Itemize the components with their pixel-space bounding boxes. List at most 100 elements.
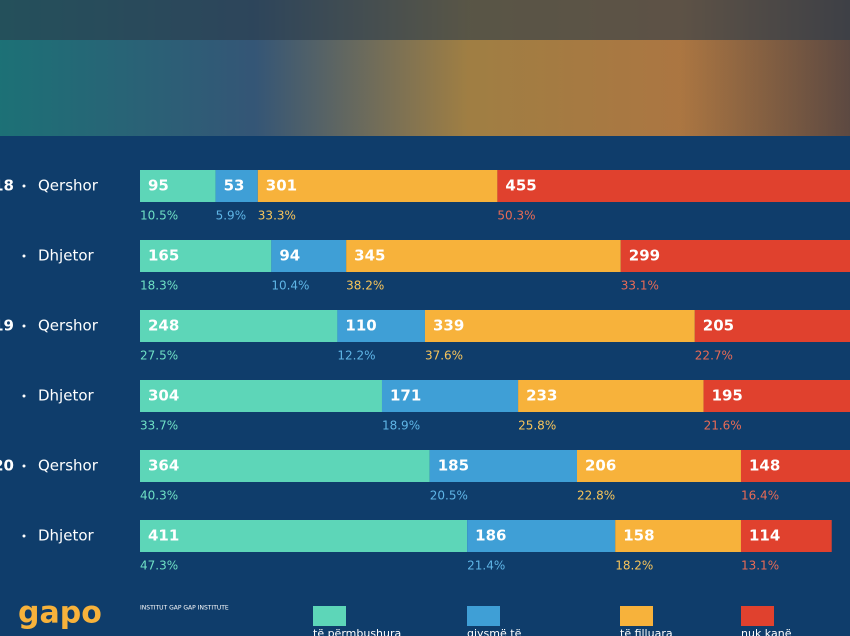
value-label: 205 xyxy=(703,317,734,335)
percent-label: 33.7% xyxy=(140,419,178,433)
row-label: Qershor xyxy=(38,317,99,335)
percent-label: 10.5% xyxy=(140,209,178,223)
value-label: 364 xyxy=(148,457,179,475)
bar-segment xyxy=(381,380,519,412)
value-label: 110 xyxy=(345,317,376,335)
value-label: 299 xyxy=(629,247,660,265)
value-label: 148 xyxy=(749,457,780,475)
legend-swatch xyxy=(313,606,346,626)
bar-segment xyxy=(140,520,468,552)
bar-segment xyxy=(620,240,850,272)
value-label: 158 xyxy=(623,527,654,545)
row-dot xyxy=(22,184,26,188)
legend-label: të përmbushura xyxy=(313,627,401,636)
percent-label: 38.2% xyxy=(346,279,384,293)
percent-label: 40.3% xyxy=(140,489,178,503)
value-label: 411 xyxy=(148,527,179,545)
bar-segment xyxy=(140,380,382,412)
value-label: 165 xyxy=(148,247,179,265)
year-label: 20 xyxy=(0,457,14,475)
value-label: 248 xyxy=(148,317,179,335)
row-label: Qershor xyxy=(38,457,99,475)
bar-segment xyxy=(497,170,850,202)
row-dot xyxy=(22,464,26,468)
percent-label: 20.5% xyxy=(430,489,468,503)
value-label: 53 xyxy=(224,177,245,195)
percent-label: 5.9% xyxy=(216,209,247,223)
value-label: 114 xyxy=(749,527,780,545)
logo: gapo xyxy=(18,596,102,631)
value-label: 345 xyxy=(354,247,385,265)
value-label: 195 xyxy=(712,387,743,405)
percent-label: 50.3% xyxy=(497,209,535,223)
row-label: Dhjetor xyxy=(38,247,95,265)
bar-segment xyxy=(140,450,430,482)
value-label: 185 xyxy=(438,457,469,475)
bar-segment xyxy=(615,520,741,552)
row-dot xyxy=(22,324,26,328)
percent-label: 27.5% xyxy=(140,349,178,363)
percent-label: 22.7% xyxy=(695,349,733,363)
percent-label: 10.4% xyxy=(271,279,309,293)
bar-segment xyxy=(577,450,741,482)
percent-label: 22.8% xyxy=(577,489,615,503)
percent-label: 33.1% xyxy=(621,279,659,293)
bar-segment xyxy=(703,380,850,412)
row-dot xyxy=(22,534,26,538)
year-label: 19 xyxy=(0,317,14,335)
percent-label: 16.4% xyxy=(741,489,779,503)
legend-swatch xyxy=(741,606,774,626)
bar-segment xyxy=(337,310,425,342)
value-label: 186 xyxy=(475,527,506,545)
value-label: 301 xyxy=(266,177,297,195)
bar-segment xyxy=(429,450,578,482)
value-label: 94 xyxy=(279,247,300,265)
legend-label: nuk kanë xyxy=(741,627,792,636)
legend-label: të filluara xyxy=(620,627,673,636)
year-label: 18 xyxy=(0,177,14,195)
legend-swatch xyxy=(467,606,500,626)
logo-note: INSTITUT GAP GAP INSTITUTE xyxy=(140,605,229,612)
percent-label: 12.2% xyxy=(337,349,375,363)
bar-segment xyxy=(215,170,258,202)
legend-label: gjysmë të xyxy=(467,627,522,636)
row-dot xyxy=(22,394,26,398)
value-label: 339 xyxy=(433,317,464,335)
percent-label: 37.6% xyxy=(425,349,463,363)
row-dot xyxy=(22,254,26,258)
bar-segment xyxy=(140,240,272,272)
percent-label: 13.1% xyxy=(741,559,779,573)
value-label: 304 xyxy=(148,387,179,405)
bar-segment xyxy=(694,310,850,342)
percent-label: 47.3% xyxy=(140,559,178,573)
row-label: Dhjetor xyxy=(38,527,95,545)
bar-segment xyxy=(140,170,216,202)
row-label: Dhjetor xyxy=(38,387,95,405)
percent-label: 33.3% xyxy=(258,209,296,223)
value-label: 171 xyxy=(390,387,421,405)
bar-segment xyxy=(271,240,347,272)
percent-label: 25.8% xyxy=(518,419,556,433)
percent-label: 21.6% xyxy=(704,419,742,433)
value-label: 455 xyxy=(505,177,536,195)
legend-swatch xyxy=(620,606,653,626)
bar-segment xyxy=(346,240,621,272)
row-label: Qershor xyxy=(38,177,99,195)
bar-segment xyxy=(518,380,704,412)
percent-label: 18.3% xyxy=(140,279,178,293)
value-label: 233 xyxy=(526,387,557,405)
percent-label: 21.4% xyxy=(467,559,505,573)
blurred-band xyxy=(0,0,850,40)
bar-segment xyxy=(740,520,832,552)
percent-label: 18.9% xyxy=(382,419,420,433)
bar-segment xyxy=(424,310,695,342)
bar-segment xyxy=(467,520,616,552)
bar-segment xyxy=(740,450,850,482)
bar-segment xyxy=(140,310,338,342)
bar-segment xyxy=(257,170,498,202)
percent-label: 18.2% xyxy=(615,559,653,573)
value-label: 206 xyxy=(585,457,616,475)
value-label: 95 xyxy=(148,177,169,195)
